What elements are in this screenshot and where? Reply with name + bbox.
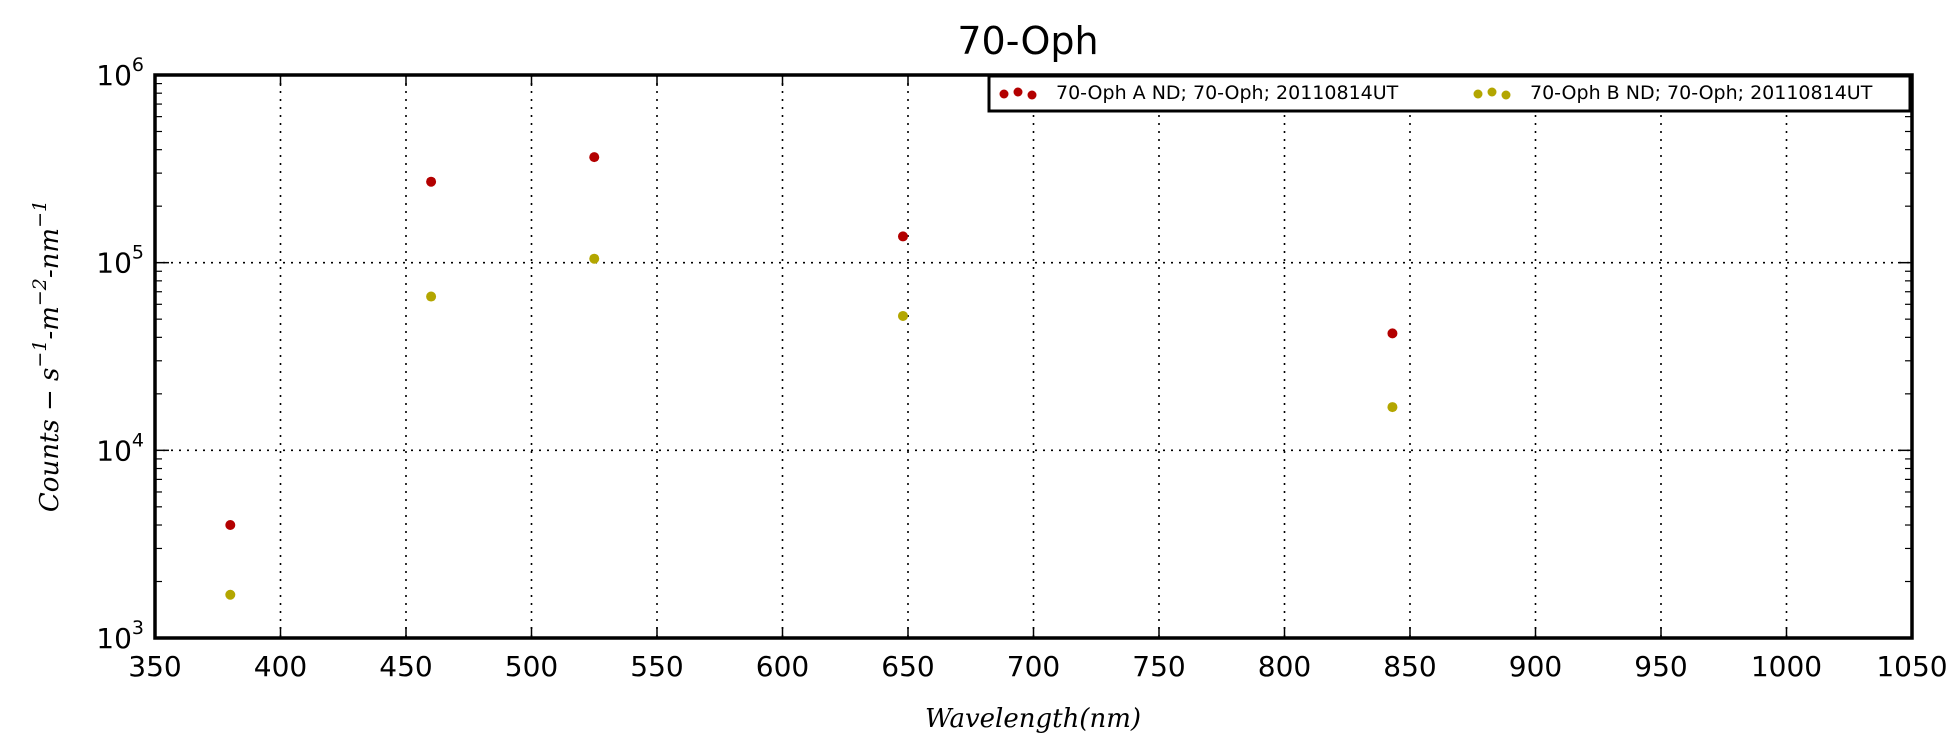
x-tick-label: 450	[379, 650, 432, 683]
data-point-series-a	[426, 176, 437, 187]
legend-marker-series-b	[1473, 89, 1483, 99]
x-tick-label: 650	[881, 650, 934, 683]
legend-marker-series-b	[1487, 87, 1497, 97]
x-tick-label: 500	[505, 650, 558, 683]
x-tick-label: 800	[1258, 650, 1311, 683]
x-tick-label: 1050	[1876, 650, 1947, 683]
y-tick-label: 104	[96, 429, 144, 467]
x-tick-label: 350	[128, 650, 181, 683]
x-tick-label: 950	[1634, 650, 1687, 683]
x-tick-label: 550	[630, 650, 683, 683]
data-points	[225, 152, 1398, 600]
legend-label-series-b: 70-Oph B ND; 70-Oph; 20110814UT	[1530, 82, 1873, 104]
chart-title: 70-Oph	[957, 19, 1098, 63]
legend-marker-series-a	[1013, 87, 1023, 97]
grid	[155, 75, 1912, 638]
x-tick-label: 600	[756, 650, 809, 683]
data-point-series-a	[1387, 328, 1398, 339]
legend-markers	[999, 87, 1511, 100]
y-axis-label: Counts − s−1-m−2-nm−1	[29, 200, 65, 512]
y-tick-label: 106	[96, 54, 144, 92]
legend-box	[987, 74, 1912, 113]
y-tick-label: 105	[96, 242, 144, 280]
data-point-series-b	[589, 253, 600, 264]
legend-marker-series-a	[999, 89, 1009, 99]
legend-marker-series-a	[1027, 90, 1037, 100]
x-tick-labels: 350 400 450 500 550 600 650 700 750 800 850 900 950 1…	[128, 650, 1947, 683]
x-tick-label: 400	[254, 650, 307, 683]
data-point-series-a	[897, 231, 908, 242]
x-tick-label: 750	[1132, 650, 1185, 683]
x-axis-label: Wavelength(nm)	[925, 704, 1141, 734]
x-tick-label: 900	[1509, 650, 1562, 683]
data-point-series-b	[225, 589, 236, 600]
data-point-series-a	[225, 520, 236, 531]
y-tick-label: 103	[96, 617, 144, 655]
data-point-series-a	[589, 152, 600, 163]
data-point-series-b	[897, 310, 908, 321]
data-point-series-b	[426, 291, 437, 302]
y-tick-labels: 103 104 105 106	[96, 54, 144, 655]
x-tick-label: 1000	[1751, 650, 1822, 683]
legend: 70-Oph A ND; 70-Oph; 20110814UT 70-Oph B…	[987, 74, 1912, 113]
legend-marker-series-b	[1501, 90, 1511, 100]
x-tick-label: 700	[1007, 650, 1060, 683]
data-point-series-b	[1387, 402, 1398, 413]
x-tick-label: 850	[1383, 650, 1436, 683]
legend-label-series-a: 70-Oph A ND; 70-Oph; 20110814UT	[1056, 82, 1399, 104]
